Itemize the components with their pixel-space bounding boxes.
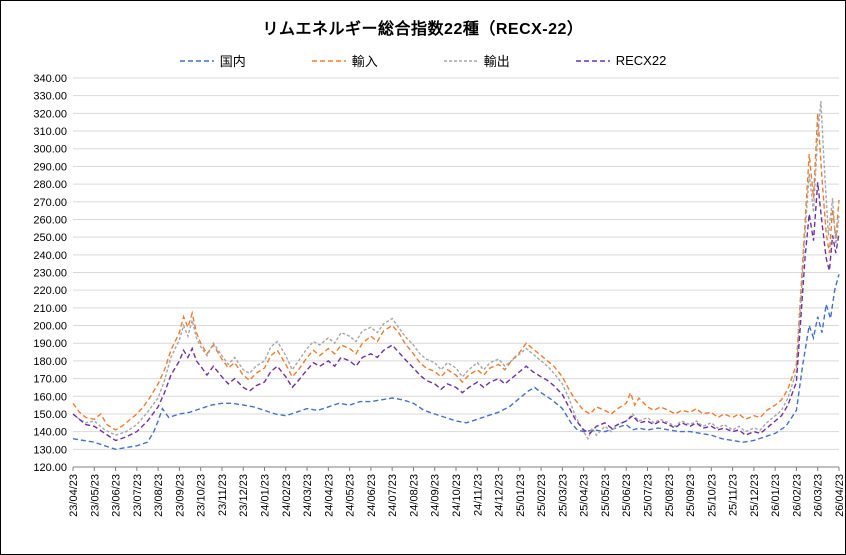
y-axis-tick-label: 310.00 <box>33 126 67 138</box>
x-axis-tick-label: 24/03/23 <box>302 474 314 517</box>
x-axis-tick-label: 23/09/23 <box>174 474 186 517</box>
y-axis-tick-label: 140.00 <box>33 427 67 439</box>
y-axis-tick-label: 220.00 <box>33 285 67 297</box>
legend-line-swatch-export <box>443 59 478 62</box>
y-axis-tick-label: 160.00 <box>33 391 67 403</box>
x-axis-tick-label: 24/11/23 <box>472 474 484 516</box>
series-import <box>72 113 840 431</box>
x-axis-tick-label: 25/06/23 <box>621 474 633 517</box>
legend-label-export: 輸出 <box>483 54 510 69</box>
y-axis-tick-label: 180.00 <box>33 356 67 368</box>
x-axis-tick-label: 25/07/23 <box>643 474 655 517</box>
x-axis-tick-label: 25/02/23 <box>536 474 548 517</box>
x-axis-tick-label: 26/02/23 <box>791 474 803 517</box>
x-axis-tick-label: 24/02/23 <box>281 474 293 517</box>
series-recx22 <box>72 182 840 442</box>
x-axis-tick-label: 25/05/23 <box>600 474 612 517</box>
x-axis-tick-label: 24/10/23 <box>451 474 463 517</box>
x-axis-tick-label: 25/04/23 <box>579 474 591 517</box>
x-axis-tick-label: 25/12/23 <box>749 474 761 517</box>
x-axis-tick-label: 25/03/23 <box>557 474 569 517</box>
legend-item-import: 輸入 <box>311 51 378 70</box>
chart-title: リムエネルギー総合指数22種（RECX-22） <box>262 21 584 38</box>
y-axis-tick-label: 240.00 <box>33 250 67 262</box>
x-axis-tick-label: 26/01/23 <box>770 474 782 517</box>
y-axis-tick-label: 270.00 <box>33 197 67 209</box>
x-axis-tick-label: 23/10/23 <box>196 474 208 517</box>
y-axis-tick-label: 210.00 <box>33 303 67 315</box>
x-axis-tick-label: 25/08/23 <box>664 474 676 517</box>
x-axis-tick-label: 24/06/23 <box>366 474 378 517</box>
x-axis-tick-label: 23/11/23 <box>217 474 229 516</box>
x-axis-tick-label: 25/01/23 <box>515 474 527 517</box>
x-axis-tick-label: 23/05/23 <box>89 474 101 517</box>
legend-label-import: 輸入 <box>351 54 378 69</box>
x-axis-tick-label: 25/10/23 <box>706 474 718 517</box>
line-chart: 120.00 130.00 140.00 150.00 160.00 170.00 180.… <box>33 73 846 517</box>
y-axis-tick-label: 260.00 <box>33 214 67 226</box>
legend-item-domestic: 国内 <box>179 51 246 70</box>
series-export <box>72 100 840 441</box>
legend-line-swatch-recx22 <box>575 59 610 62</box>
x-axis-tick-label: 23/07/23 <box>132 474 144 517</box>
y-axis-tick-label: 150.00 <box>33 409 67 421</box>
y-axis-tick-label: 170.00 <box>33 374 67 386</box>
legend-line-swatch-import <box>311 59 346 62</box>
x-axis-tick-label: 26/03/23 <box>813 474 825 517</box>
x-axis-tick-label: 23/12/23 <box>238 474 250 517</box>
x-axis-tick-label: 24/04/23 <box>323 474 335 517</box>
x-axis-tick-label: 25/09/23 <box>685 474 697 517</box>
y-axis-tick-label: 190.00 <box>33 338 67 350</box>
legend-item-export: 輸出 <box>443 51 510 70</box>
x-axis-tick-label: 23/04/23 <box>68 474 80 517</box>
x-axis-tick-label: 26/04/23 <box>834 474 846 517</box>
x-axis-tick-label: 24/05/23 <box>345 474 357 517</box>
x-axis-tick-label: 24/08/23 <box>408 474 420 517</box>
legend-label-domestic: 国内 <box>219 54 246 69</box>
y-axis-tick-label: 230.00 <box>33 268 67 280</box>
x-axis-tick-label: 24/07/23 <box>387 474 399 517</box>
y-axis-tick-label: 320.00 <box>33 108 67 120</box>
legend-item-recx22: RECX22 <box>575 51 667 70</box>
x-axis-tick-label: 24/09/23 <box>430 474 442 517</box>
y-axis-tick-label: 280.00 <box>33 179 67 191</box>
x-axis-tick-label: 24/01/23 <box>260 474 272 517</box>
legend-label-recx22: RECX22 <box>615 53 667 68</box>
y-axis-tick-label: 330.00 <box>33 91 67 103</box>
y-axis-tick-label: 250.00 <box>33 232 67 244</box>
x-axis-tick-label: 25/11/23 <box>728 474 740 516</box>
y-axis-tick-label: 300.00 <box>33 144 67 156</box>
y-axis-tick-label: 290.00 <box>33 161 67 173</box>
chart-legend: 国内 輸入 輸出 RECX22 <box>1 51 845 70</box>
y-axis-tick-label: 120.00 <box>33 462 67 474</box>
x-axis-tick-label: 24/12/23 <box>494 474 506 517</box>
y-axis-tick-label: 130.00 <box>33 444 67 456</box>
y-axis-tick-label: 340.00 <box>33 73 67 85</box>
y-axis-tick-label: 200.00 <box>33 321 67 333</box>
legend-line-swatch-domestic <box>179 59 214 62</box>
x-axis-tick-label: 23/06/23 <box>111 474 123 517</box>
x-axis-tick-label: 23/08/23 <box>153 474 165 517</box>
series-domestic <box>72 274 840 451</box>
